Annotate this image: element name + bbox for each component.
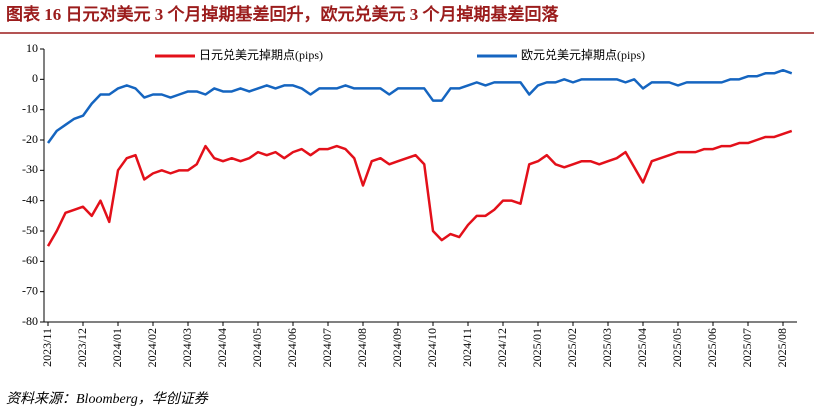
y-tick-label: -10 [22, 101, 38, 115]
x-tick-label: 2024/04 [215, 328, 229, 367]
y-tick-label: -40 [22, 192, 38, 206]
x-tick-label: 2024/01 [110, 328, 124, 367]
y-tick-label: -70 [22, 283, 38, 297]
y-tick-label: -50 [22, 223, 38, 237]
x-tick-label: 2025/03 [600, 328, 614, 367]
x-tick-label: 2025/07 [740, 328, 754, 367]
x-tick-label: 2025/08 [775, 328, 789, 367]
x-tick-label: 2024/09 [390, 328, 404, 367]
x-tick-label: 2024/05 [250, 328, 264, 367]
y-tick-label: -20 [22, 132, 38, 146]
series-line [46, 129, 793, 247]
x-tick-label: 2023/11 [40, 328, 54, 367]
legend-label: 欧元兑美元掉期点(pips) [521, 48, 645, 62]
x-tick-label: 2025/05 [670, 328, 684, 367]
y-tick-label: -80 [22, 314, 38, 328]
x-tick-label: 2024/11 [460, 328, 474, 367]
x-tick-label: 2024/10 [425, 328, 439, 367]
y-tick-label: -30 [22, 162, 38, 176]
x-tick-label: 2024/02 [145, 328, 159, 367]
series-line [46, 68, 793, 144]
y-tick-label: 10 [26, 41, 38, 55]
x-tick-label: 2025/01 [530, 328, 544, 367]
y-tick-label: -60 [22, 253, 38, 267]
x-tick-label: 2024/06 [285, 328, 299, 367]
x-tick-label: 2025/04 [635, 328, 649, 367]
chart-title: 图表 16 日元对美元 3 个月掉期基差回升，欧元兑美元 3 个月掉期基差回落 [6, 4, 559, 24]
source: 资料来源：Bloomberg，华创证券 [6, 391, 209, 407]
x-tick-label: 2025/06 [705, 328, 719, 367]
x-tick-label: 2024/03 [180, 328, 194, 367]
x-tick-label: 2025/02 [565, 328, 579, 367]
x-tick-label: 2024/08 [355, 328, 369, 367]
x-tick-label: 2023/12 [75, 328, 89, 367]
x-tick-label: 2024/07 [320, 328, 334, 367]
x-tick-label: 2024/12 [495, 328, 509, 367]
y-tick-label: 0 [32, 71, 38, 85]
legend-label: 日元兑美元掉期点(pips) [199, 48, 323, 62]
